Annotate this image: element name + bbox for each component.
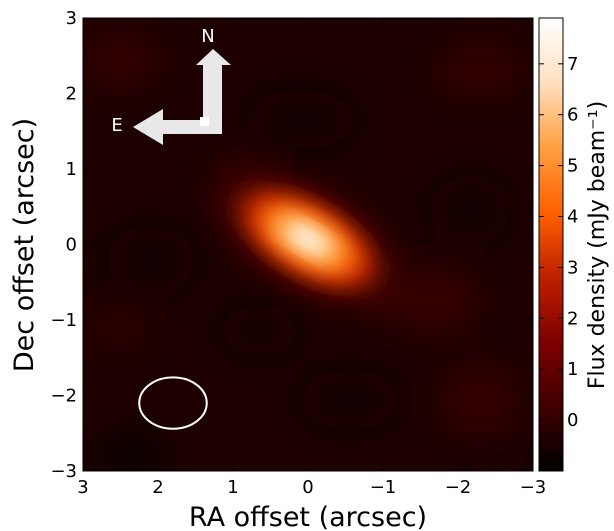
colorbar-tick-label: 3	[567, 257, 578, 278]
colorbar-tick-label: 2	[567, 308, 578, 329]
compass-corner	[200, 117, 209, 126]
x-tick-label: −1	[370, 477, 397, 498]
colorbar-tick-label: 6	[567, 105, 578, 126]
source-emission	[223, 179, 393, 300]
colorbar-tick-label: 4	[567, 207, 578, 228]
compass-east-label: E	[111, 115, 122, 136]
colorbar-ticks: 0 1 2 3 4 5 6 7	[539, 54, 578, 431]
heatmap-panel: N E 3 2 1 0 −1 −2 −3 −3 −2 −1 0 1 2 3	[50, 8, 546, 498]
colorbar-label: Flux density (mJy beam⁻¹)	[585, 101, 610, 389]
x-tick-label: 0	[302, 477, 313, 498]
beam-ellipse	[138, 376, 208, 430]
x-axis-ticks: 3 2 1 0 −1 −2 −3	[77, 18, 546, 498]
y-axis-ticks: −3 −2 −1 0 1 2 3	[50, 8, 533, 482]
y-tick-label: −2	[50, 386, 77, 407]
compass-north-label: N	[201, 26, 214, 47]
y-tick-label: −1	[50, 310, 77, 331]
y-tick-label: 3	[66, 8, 77, 29]
source-layer-7	[298, 232, 318, 247]
x-tick-label: 1	[227, 477, 238, 498]
compass: N E	[111, 26, 231, 145]
colorbar-tick-label: 0	[567, 410, 578, 431]
colorbar-tick-label: 5	[567, 156, 578, 177]
y-axis-label: Dec offset (arcsec)	[9, 118, 40, 372]
y-tick-label: −3	[50, 461, 77, 482]
x-tick-label: 3	[77, 477, 88, 498]
colorbar: 0 1 2 3 4 5 6 7 Flux density (mJy beam⁻¹)	[538, 17, 610, 472]
x-tick-label: 2	[152, 477, 163, 498]
colorbar-gradient	[538, 17, 564, 472]
x-tick-label: −3	[520, 477, 547, 498]
y-tick-label: 0	[66, 235, 77, 256]
y-tick-label: 1	[66, 159, 77, 180]
colorbar-tick-label: 1	[567, 359, 578, 380]
y-tick-label: 2	[66, 84, 77, 105]
x-tick-label: −2	[445, 477, 472, 498]
colorbar-tick-label: 7	[567, 54, 578, 75]
x-axis-label: RA offset (arcsec)	[189, 502, 427, 531]
